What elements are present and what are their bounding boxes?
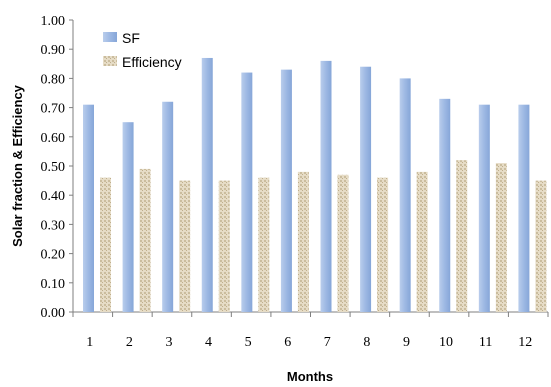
y-axis-label: Solar fraction & Efficiency (10, 84, 25, 247)
bar-sf-12 (518, 104, 530, 313)
y-tick-label: 0.50 (41, 160, 66, 175)
bar-efficiency-12 (535, 180, 547, 312)
bar-sf-7 (320, 60, 332, 312)
x-tick-label: 2 (126, 335, 133, 350)
y-tick-label: 0.70 (41, 102, 66, 117)
bar-efficiency-3 (179, 180, 191, 312)
bar-efficiency-2 (139, 168, 151, 312)
bar-sf-1 (83, 104, 94, 313)
y-tick-label: 0.90 (41, 43, 66, 58)
legend-label-sf: SF (122, 30, 140, 46)
bar-sf-8 (360, 66, 372, 312)
y-tick-label: 0.10 (41, 277, 66, 292)
y-tick-label: 0.00 (41, 306, 66, 321)
x-tick-label: 9 (403, 335, 410, 350)
x-tick-label: 12 (518, 335, 532, 350)
bar-sf-11 (478, 104, 490, 313)
bar-efficiency-10 (456, 160, 468, 312)
x-tick-label: 7 (324, 335, 331, 350)
y-tick-label: 1.00 (41, 14, 66, 29)
bar-efficiency-4 (218, 180, 230, 312)
x-axis: 1 2 3 4 5 6 7 8 9 10 11 12 (72, 311, 549, 350)
x-tick-label: 6 (284, 335, 291, 350)
y-tick-label: 0.60 (41, 131, 66, 146)
bar-sf-2 (122, 122, 134, 312)
x-tick-label: 3 (165, 335, 172, 350)
bar-sf-3 (162, 101, 174, 312)
bar-efficiency-6 (297, 171, 309, 312)
legend-label-efficiency: Efficiency (122, 54, 182, 70)
x-tick-label: 11 (479, 335, 492, 350)
bar-efficiency-7 (337, 174, 349, 312)
x-axis-label: Months (287, 369, 333, 384)
bar-sf-4 (201, 57, 213, 313)
y-tick-label: 0.30 (41, 218, 66, 233)
x-tick-label: 10 (439, 335, 453, 350)
legend-swatch-efficiency (103, 56, 117, 66)
x-tick-label: 5 (245, 335, 252, 350)
y-tick-label: 0.40 (41, 189, 66, 204)
x-tick-label: 4 (205, 335, 212, 350)
y-tick-label: 0.80 (41, 72, 66, 87)
bar-sf-9 (399, 78, 411, 313)
bar-efficiency-11 (495, 163, 507, 312)
bar-sf-5 (241, 72, 253, 312)
bar-sf-6 (280, 69, 292, 312)
bar-efficiency-1 (100, 177, 111, 312)
bar-efficiency-5 (258, 177, 270, 312)
bar-efficiency-9 (416, 171, 428, 312)
x-tick-label: 8 (363, 335, 370, 350)
legend: SF Efficiency (103, 30, 182, 70)
y-tick-label: 0.20 (41, 248, 66, 263)
bar-efficiency-8 (377, 177, 389, 312)
x-tick-label: 1 (86, 335, 93, 350)
bars (83, 57, 547, 313)
y-axis: 0.00 0.10 0.20 0.30 0.40 0.50 0.60 0.70 0.80 0.90… (41, 14, 74, 321)
bar-sf-10 (439, 98, 451, 312)
legend-swatch-sf (103, 32, 117, 42)
